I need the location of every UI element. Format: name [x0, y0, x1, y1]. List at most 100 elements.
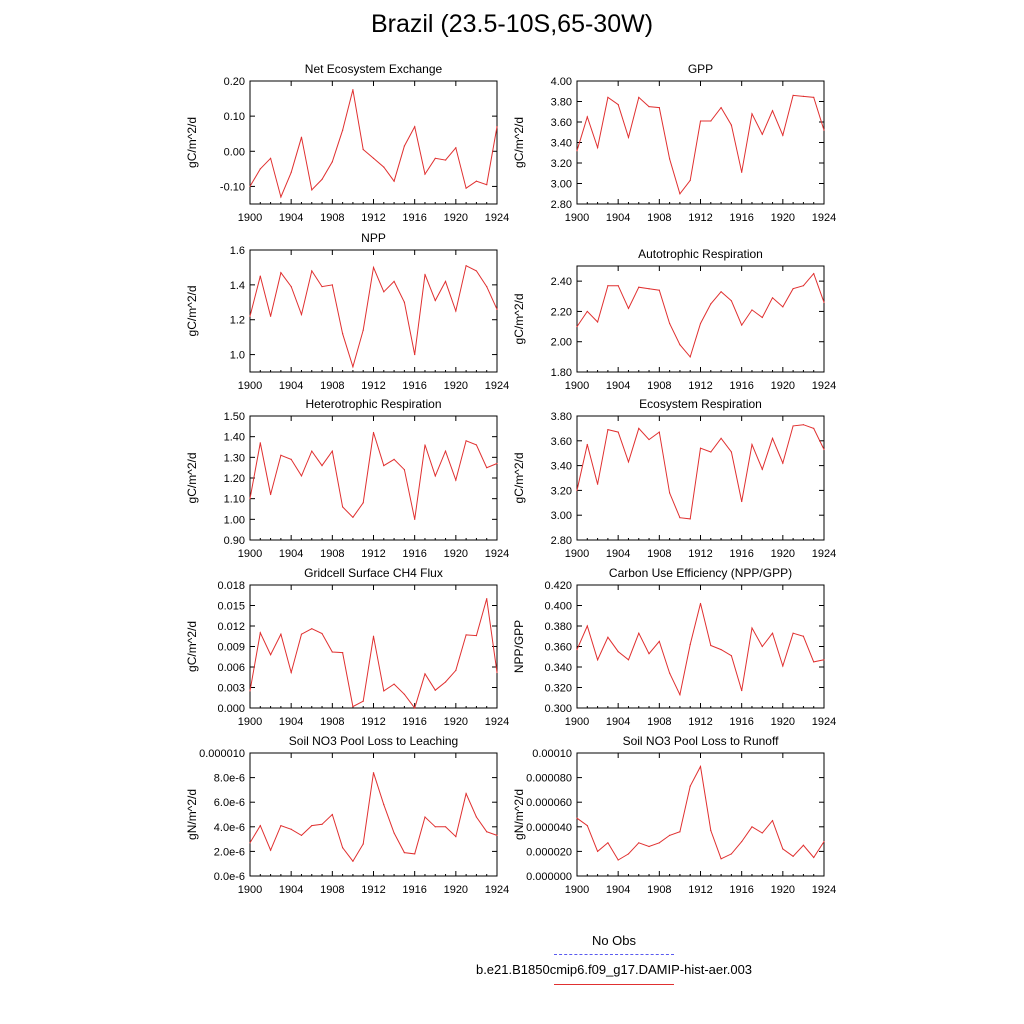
data-point [414, 853, 416, 855]
data-point [689, 643, 691, 646]
data-point [648, 438, 650, 441]
y-tick-label: 0.90 [224, 535, 245, 547]
data-point [444, 450, 447, 452]
data-point [730, 853, 732, 855]
data-point [352, 366, 354, 368]
data-point [771, 297, 774, 299]
x-tick-label: 1904 [606, 380, 630, 392]
data-point [761, 468, 763, 470]
x-tick-label: 1916 [729, 380, 753, 392]
data-point [475, 180, 478, 182]
data-point [596, 321, 599, 323]
data-point [414, 126, 416, 128]
data-point [383, 804, 385, 806]
data-point [393, 832, 395, 834]
x-tick-label: 1908 [647, 212, 671, 224]
data-point [607, 96, 609, 98]
data-point [465, 634, 467, 636]
x-tick-label: 1924 [485, 548, 509, 560]
y-tick-label: 3.60 [551, 117, 572, 129]
x-tick-label: 1900 [238, 212, 262, 224]
data-point [586, 625, 588, 627]
data-point [627, 461, 630, 463]
data-point [638, 842, 640, 844]
series-line [249, 598, 498, 710]
data-point [792, 94, 794, 96]
data-point [741, 689, 743, 692]
x-tick-label: 1912 [361, 212, 385, 224]
data-point [414, 707, 416, 709]
x-tick-label: 1904 [279, 884, 303, 896]
data-point [627, 136, 630, 138]
data-point [434, 299, 436, 302]
y-axis-label: gN/m^2/d [512, 789, 526, 840]
data-point [383, 690, 385, 692]
data-point [486, 286, 488, 288]
data-point [576, 489, 578, 491]
plot-frame [576, 80, 825, 205]
data-point [658, 640, 660, 642]
data-point [362, 502, 364, 504]
data-point [496, 126, 498, 128]
data-point [496, 834, 498, 837]
data-point [813, 272, 815, 275]
x-tick-label: 1912 [361, 884, 385, 896]
x-tick-label: 1916 [729, 716, 753, 728]
x-tick-label: 1904 [279, 212, 303, 224]
y-tick-label: 0.320 [544, 683, 572, 695]
y-tick-label: 3.40 [551, 461, 572, 473]
series-line [249, 264, 498, 369]
data-point [669, 492, 671, 494]
x-tick-label: 1920 [771, 548, 795, 560]
data-point [627, 659, 630, 661]
data-point [434, 826, 436, 828]
data-point [596, 483, 599, 485]
data-point [290, 828, 292, 830]
y-tick-label: 0.000010 [199, 748, 245, 760]
data-point [403, 693, 405, 695]
data-point [475, 444, 478, 446]
panel-title: Autotrophic Respiration [638, 247, 763, 261]
y-tick-label: 0.015 [217, 601, 245, 613]
data-point [403, 145, 405, 147]
data-point [455, 836, 457, 838]
data-point [699, 120, 702, 122]
x-tick-label: 1912 [361, 380, 385, 392]
data-point [576, 325, 578, 328]
data-point [586, 824, 588, 827]
data-point [434, 689, 436, 691]
data-point [444, 159, 447, 161]
y-tick-label: 1.6 [230, 245, 245, 257]
data-point [455, 669, 457, 672]
figure-title: Brazil (23.5-10S,65-30W) [370, 10, 654, 38]
data-point [730, 451, 732, 453]
x-tick-label: 1916 [402, 716, 426, 728]
data-point [403, 469, 405, 471]
data-point [576, 150, 578, 152]
chart-panel-6: Gridcell Surface CH4 Flux gC/m^2/d 0.000 0.… [185, 566, 509, 728]
data-point [648, 845, 650, 848]
data-point [669, 322, 671, 325]
plot-frame [249, 80, 498, 205]
data-point [496, 462, 498, 465]
data-point [249, 690, 251, 692]
data-point [352, 89, 354, 91]
data-point [761, 832, 763, 834]
y-tick-label: 0.012 [217, 621, 245, 633]
y-tick-label: 1.20 [224, 473, 245, 485]
x-tick-label: 1904 [279, 548, 303, 560]
x-tick-label: 1908 [320, 548, 344, 560]
data-point [792, 632, 794, 634]
data-point [280, 824, 282, 827]
y-tick-label: 0.0e-6 [214, 871, 245, 883]
data-point [741, 324, 743, 326]
data-point [751, 627, 753, 629]
data-point [403, 852, 405, 854]
data-point [311, 270, 313, 272]
y-tick-label: 1.0 [230, 350, 245, 362]
data-point [617, 859, 619, 861]
x-tick-label: 1900 [565, 548, 589, 560]
x-tick-label: 1912 [361, 716, 385, 728]
panel-title: Carbon Use Efficiency (NPP/GPP) [609, 566, 792, 580]
chart-panel-5: Ecosystem Respiration gC/m^2/d 2.80 3.00 3.2… [512, 397, 836, 560]
